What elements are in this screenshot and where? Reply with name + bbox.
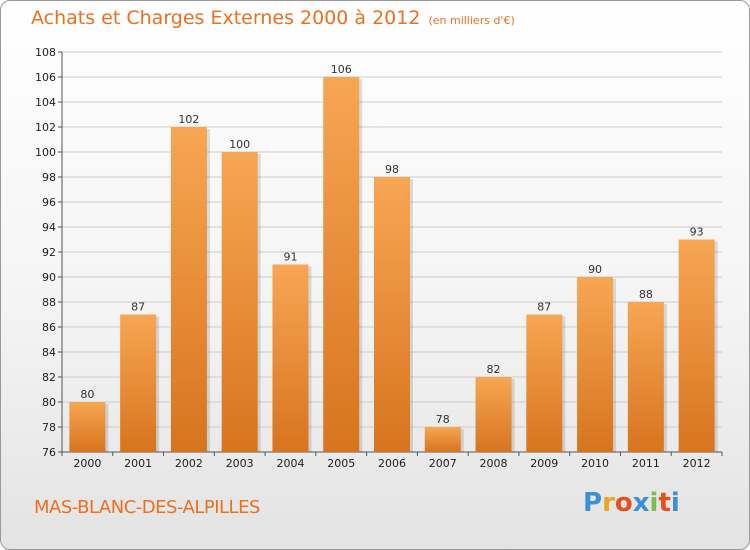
bar-2011 [627,302,664,452]
x-tick-label: 2002 [175,457,203,470]
bar-2000 [69,402,106,452]
axes: 76 78 80 82 84 86 88 90 92 94 96 98 100 102 104 106 108 2… [35,46,723,470]
y-tick-label: 86 [42,321,56,334]
y-tick-label: 94 [42,221,56,234]
logo-letter: o [614,488,633,518]
data-label: 87 [131,301,145,314]
chart-unit: (en milliers d'€) [428,14,515,27]
place-name: MAS-BLANC-DES-ALPILLES [34,497,260,518]
x-tick-label: 2006 [378,457,406,470]
x-tick-label: 2009 [530,457,558,470]
y-tick-label: 92 [42,246,56,259]
x-tick-label: 2007 [429,457,457,470]
bar-2005 [323,77,360,452]
bar-2010 [577,277,614,452]
x-tick-label: 2001 [124,457,152,470]
y-tick-label: 84 [42,346,56,359]
y-tick-label: 98 [42,171,56,184]
y-tick-label: 78 [42,421,56,434]
data-label: 106 [331,63,352,76]
data-label: 102 [178,113,199,126]
data-label: 87 [537,301,551,314]
y-tick-label: 90 [42,271,56,284]
y-tick-label: 100 [35,146,56,159]
x-tick-label: 2005 [327,457,355,470]
data-label: 90 [588,263,602,276]
chart-title: Achats et Charges Externes 2000 à 2012 [31,7,421,29]
y-tick-label: 80 [42,396,56,409]
data-label: 80 [80,388,94,401]
x-tick-label: 2011 [632,457,660,470]
data-labels: 80 87 102 100 91 106 98 78 82 87 90 88 93 [80,63,703,426]
bar-2001 [120,314,157,452]
bar-2004 [272,264,309,452]
x-tick-label: 2000 [73,457,101,470]
bar-2006 [374,177,410,452]
data-label: 88 [639,288,653,301]
logo-letter: t [658,488,671,518]
data-label: 100 [229,138,250,151]
logo-letter: r [602,488,615,518]
y-tick-label: 82 [42,371,56,384]
data-label: 98 [385,163,399,176]
y-tick-label: 102 [35,121,56,134]
bar-2003 [221,152,258,452]
y-tick-label: 76 [42,446,56,459]
chart-title-block: Achats et Charges Externes 2000 à 2012 (e… [31,7,515,29]
proxiti-logo: Proxiti [583,488,680,518]
bar-chart: 76 78 80 82 84 86 88 90 92 94 96 98 100 102 104 106 108 2… [35,46,723,470]
logo-letter: x [632,488,650,518]
logo-letter: P [583,488,603,518]
x-tick-label: 2010 [581,457,609,470]
bar-2012 [678,239,715,452]
bar-2008 [475,377,512,452]
bar-2009 [526,314,563,452]
x-tick-label: 2008 [480,457,508,470]
data-label: 78 [436,413,450,426]
data-label: 82 [487,363,501,376]
y-tick-label: 96 [42,196,56,209]
x-tick-label: 2003 [226,457,254,470]
data-label: 93 [690,226,704,239]
x-tick-label: 2004 [276,457,304,470]
bar-2007 [424,427,461,452]
bar-2002 [170,127,207,452]
logo-letter: i [649,488,659,518]
bars [69,77,718,452]
y-tick-label: 108 [35,46,56,59]
y-tick-label: 88 [42,296,56,309]
logo-letter: i [670,488,680,518]
data-label: 91 [283,251,297,264]
y-tick-label: 104 [35,96,56,109]
y-tick-label: 106 [35,71,56,84]
x-tick-label: 2012 [683,457,711,470]
